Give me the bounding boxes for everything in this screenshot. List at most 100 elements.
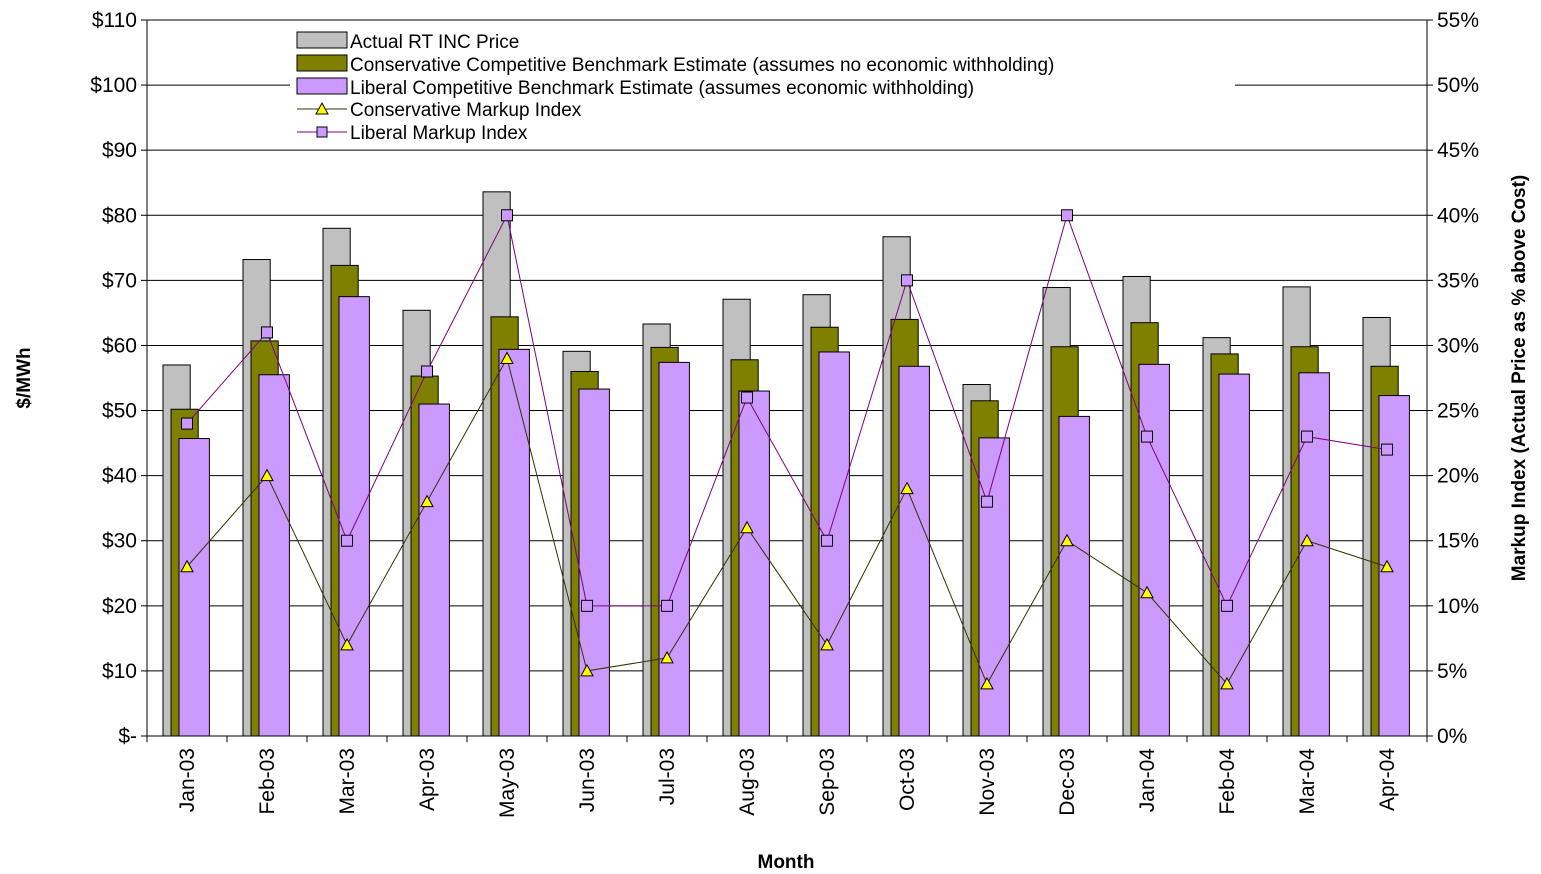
y2-tick-label-6: 30% xyxy=(1437,334,1479,357)
marker-square-jun-03 xyxy=(581,599,593,612)
x-tick-label-jan-03: Jan-03 xyxy=(176,748,199,812)
bar-3-apr-03 xyxy=(418,403,450,737)
x-tick-label-feb-03: Feb-03 xyxy=(256,748,279,815)
x-tick-label-jun-03: Jun-03 xyxy=(576,748,599,812)
legend: Actual RT INC Price Conservative Competi… xyxy=(290,28,1235,146)
marker-square-sep-03 xyxy=(821,534,833,547)
y2-tick-label-3: 15% xyxy=(1437,530,1479,553)
marker-square-aug-03 xyxy=(741,391,753,404)
tick-labels: $- $10 $20 $30 $40 $50 $60 $70 $80 $90 $100 $110 0% 5… xyxy=(90,9,1479,818)
marker-triangle-apr-03 xyxy=(420,494,434,508)
marker-square-feb-03 xyxy=(261,326,273,339)
bar-3-jan-04 xyxy=(1138,363,1170,737)
x-tick-label-nov-03: Nov-03 xyxy=(976,748,999,816)
y-axis-title: $/MWh xyxy=(14,347,35,408)
y-tick-label-3: $30 xyxy=(102,530,137,553)
marker-triangle-may-03 xyxy=(500,351,514,364)
bar-3-nov-03 xyxy=(978,437,1010,737)
legend-swatch-actual xyxy=(296,31,348,49)
legend-label-liberal-benchmark: Liberal Competitive Benchmark Estimate (… xyxy=(350,78,974,99)
y2-tick-label-11: 55% xyxy=(1437,9,1479,32)
bar-3-jun-03 xyxy=(578,388,610,737)
marker-square-may-03 xyxy=(501,209,513,222)
bar-3-mar-03 xyxy=(338,296,370,737)
bar-3-feb-03 xyxy=(258,374,290,737)
legend-label-actual: Actual RT INC Price xyxy=(350,32,519,53)
marker-square-mar-04 xyxy=(1301,430,1313,443)
legend-swatch-liberal-benchmark xyxy=(296,77,348,95)
bar-3-oct-03 xyxy=(898,365,930,737)
x-tick-label-may-03: May-03 xyxy=(496,748,519,818)
marker-square-apr-03 xyxy=(421,365,433,378)
marker-square-nov-03 xyxy=(981,495,993,508)
y-tick-label-10: $100 xyxy=(90,74,137,97)
marker-square-jan-03 xyxy=(181,417,193,430)
y-tick-label-0: $- xyxy=(118,725,137,748)
y-tick-label-2: $20 xyxy=(102,595,137,618)
bar-3-mar-04 xyxy=(1298,372,1330,737)
y2-tick-label-4: 20% xyxy=(1437,465,1479,488)
marker-triangle-mar-03 xyxy=(340,637,354,651)
y2-axis-title: Markup Index (Actual Price as % above Co… xyxy=(1509,175,1530,582)
bar-3-may-03 xyxy=(498,348,530,737)
x-tick-label-feb-04: Feb-04 xyxy=(1216,748,1239,815)
x-tick-label-jul-03: Jul-03 xyxy=(656,748,679,805)
y-tick-label-4: $40 xyxy=(102,465,137,488)
y-tick-label-5: $50 xyxy=(102,400,137,423)
line-square-series xyxy=(186,213,1388,607)
y-tick-label-6: $60 xyxy=(102,334,137,357)
line-triangle-series xyxy=(186,357,1388,686)
x-tick-label-apr-03: Apr-03 xyxy=(416,748,439,811)
y2-tick-label-8: 40% xyxy=(1437,204,1479,227)
y2-tick-label-0: 0% xyxy=(1437,725,1467,748)
legend-marker-liberal-markup xyxy=(316,126,328,138)
axes xyxy=(141,19,1433,742)
marker-triangle-mar-04 xyxy=(1300,533,1314,547)
y-tick-label-11: $110 xyxy=(92,9,137,32)
x-tick-label-dec-03: Dec-03 xyxy=(1056,748,1079,816)
marker-square-jul-03 xyxy=(661,599,673,612)
bar-3-dec-03 xyxy=(1058,415,1090,737)
marker-triangle-sep-03 xyxy=(820,637,834,651)
y2-tick-label-2: 10% xyxy=(1437,595,1479,618)
marker-square-jan-04 xyxy=(1141,430,1153,443)
marker-triangle-jan-04 xyxy=(1140,585,1154,599)
x-tick-label-oct-03: Oct-03 xyxy=(896,748,919,811)
y2-tick-label-1: 5% xyxy=(1437,660,1467,683)
legend-label-conservative-benchmark: Conservative Competitive Benchmark Estim… xyxy=(350,55,1054,76)
marker-triangle-dec-03 xyxy=(1060,533,1074,547)
y-tick-label-7: $70 xyxy=(102,269,137,292)
marker-triangle-nov-03 xyxy=(980,676,994,690)
y2-tick-label-5: 25% xyxy=(1437,400,1479,423)
line-series xyxy=(180,209,1394,690)
x-tick-label-jan-04: Jan-04 xyxy=(1136,748,1159,813)
marker-square-mar-03 xyxy=(341,534,353,547)
marker-triangle-jul-03 xyxy=(660,650,674,664)
x-tick-label-aug-03: Aug-03 xyxy=(736,748,759,816)
marker-triangle-feb-04 xyxy=(1220,676,1234,690)
x-tick-label-apr-04: Apr-04 xyxy=(1376,748,1399,811)
legend-label-conservative-markup: Conservative Markup Index xyxy=(350,100,582,121)
y2-tick-label-9: 45% xyxy=(1437,139,1479,162)
legend-swatch-conservative-benchmark xyxy=(296,54,348,72)
y2-tick-label-10: 50% xyxy=(1437,74,1479,97)
x-axis-title: Month xyxy=(758,852,815,873)
y-tick-label-8: $80 xyxy=(102,204,137,227)
bar-3-jul-03 xyxy=(658,361,690,737)
legend-background xyxy=(290,28,1235,146)
marker-triangle-jan-03 xyxy=(180,559,194,573)
marker-triangle-jun-03 xyxy=(580,663,594,677)
marker-square-dec-03 xyxy=(1061,209,1073,222)
marker-triangle-apr-04 xyxy=(1380,559,1394,573)
bar-series xyxy=(162,191,1410,737)
marker-square-feb-04 xyxy=(1221,599,1233,612)
y-tick-label-9: $90 xyxy=(102,139,137,162)
legend-marker-conservative-markup xyxy=(315,101,329,115)
y2-tick-label-7: 35% xyxy=(1437,269,1479,292)
x-tick-label-mar-04: Mar-04 xyxy=(1296,748,1319,815)
bar-3-aug-03 xyxy=(738,390,770,737)
marker-square-oct-03 xyxy=(901,274,913,287)
marker-triangle-oct-03 xyxy=(900,481,914,495)
marker-square-apr-04 xyxy=(1381,443,1393,456)
